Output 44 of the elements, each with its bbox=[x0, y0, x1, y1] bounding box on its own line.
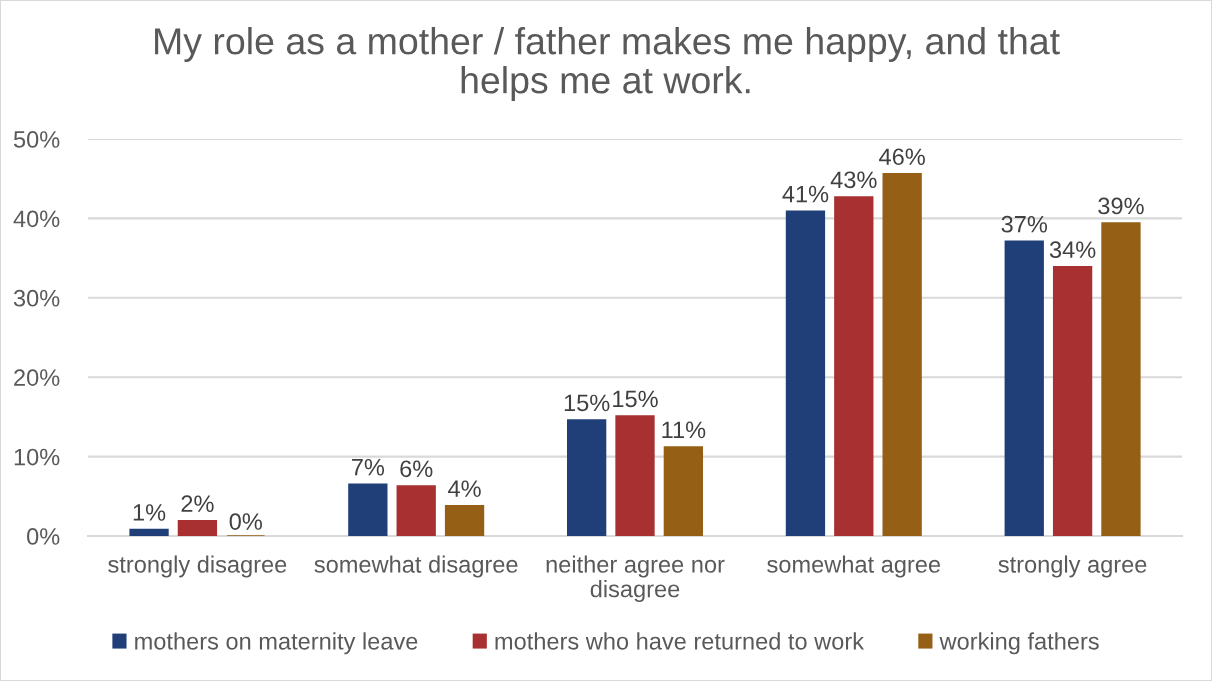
bar bbox=[177, 520, 218, 536]
bar bbox=[348, 483, 388, 536]
data-label: 1% bbox=[133, 504, 166, 521]
data-label: 41% bbox=[782, 185, 829, 203]
data-label: 11% bbox=[662, 421, 706, 439]
legend-label: working fathers bbox=[939, 632, 1099, 655]
bar bbox=[566, 419, 607, 536]
x-tick-label: somewhat disagree bbox=[314, 555, 518, 578]
y-tick-label: 40% bbox=[13, 210, 60, 228]
data-label: 39% bbox=[1098, 197, 1144, 215]
y-tick-label: 30% bbox=[13, 289, 60, 307]
data-label: 2% bbox=[181, 495, 214, 512]
x-tick-label: strongly agree bbox=[998, 555, 1147, 578]
bar bbox=[663, 446, 704, 536]
y-tick-label: 10% bbox=[14, 448, 60, 466]
y-tick-label: 20% bbox=[14, 369, 60, 386]
bar bbox=[1052, 265, 1093, 536]
data-label: 15% bbox=[564, 394, 610, 412]
data-label: 37% bbox=[1001, 215, 1048, 233]
y-tick-label: 50% bbox=[13, 131, 60, 148]
bar bbox=[129, 528, 169, 536]
data-label: 4% bbox=[448, 480, 481, 497]
data-label: 7% bbox=[351, 458, 385, 476]
chart-title: My role as a mother / father makes me happy, and that helps me at work. bbox=[155, 27, 1060, 101]
legend-label: mothers who have returned to work bbox=[495, 632, 865, 650]
bar bbox=[615, 415, 655, 536]
y-tick-label: 0% bbox=[27, 528, 60, 545]
data-label: 43% bbox=[830, 171, 877, 189]
data-label: 46% bbox=[879, 148, 925, 166]
data-label: 34% bbox=[1049, 241, 1096, 258]
x-tick-label: somewhat agree bbox=[767, 555, 941, 578]
legend-label: mothers on maternity leave bbox=[135, 632, 418, 655]
x-tick-label: neither agree nor disagree bbox=[546, 555, 725, 603]
bar bbox=[834, 196, 874, 536]
data-label: 15% bbox=[613, 390, 658, 408]
bar bbox=[882, 173, 922, 536]
bar bbox=[396, 485, 436, 536]
bar bbox=[1101, 222, 1141, 536]
bar bbox=[444, 504, 485, 536]
data-label: 6% bbox=[400, 460, 433, 478]
bar bbox=[785, 210, 826, 536]
bar bbox=[1004, 240, 1044, 536]
data-label: 0% bbox=[229, 513, 262, 530]
x-tick-label: strongly disagree bbox=[108, 555, 287, 578]
